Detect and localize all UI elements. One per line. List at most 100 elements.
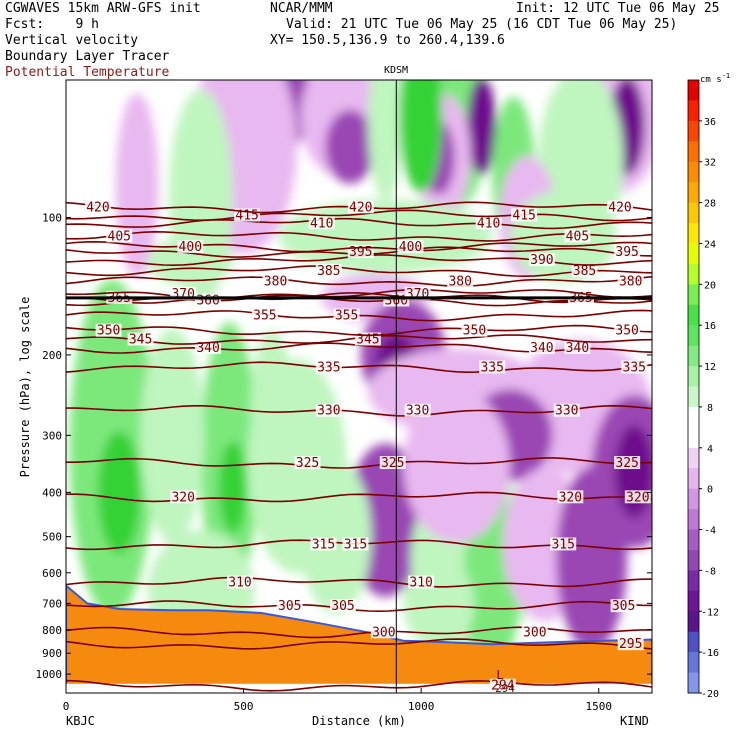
- theta-label-325-0: 325: [296, 456, 319, 471]
- colorbar-swatch-16: [688, 406, 699, 428]
- colorbar-swatch-7: [688, 223, 699, 244]
- y-tick-label-900: 900: [42, 647, 62, 660]
- theta-label-bg-385-0: [315, 264, 342, 278]
- theta-label-355-0: 355: [253, 309, 276, 324]
- theta-label-bg-335-1: [479, 360, 506, 374]
- colorbar-swatch-24: [688, 570, 699, 592]
- y-tick-label-1000: 1000: [36, 668, 63, 681]
- theta-label-bg-340-1: [528, 340, 555, 354]
- colorbar-label-11: -8: [704, 566, 716, 577]
- low-marker-value: 294: [495, 682, 515, 695]
- x-tick-label-1500: 1500: [585, 700, 612, 713]
- theta-label-335-1: 335: [480, 360, 503, 375]
- theta-label-bg-355-0: [251, 308, 278, 322]
- velocity-blob-15: [399, 80, 443, 193]
- potential-temperature-contours: 294 295 300 300 305 305 305 310 310 315 315 315 320 3…: [66, 200, 652, 693]
- theta-contour-300: [66, 626, 652, 639]
- velocity-blob-33: [218, 441, 248, 534]
- theta-label-420-2: 420: [608, 200, 631, 215]
- colorbar-swatch-11: [688, 304, 699, 326]
- theta-label-bg-340-0: [195, 340, 222, 354]
- theta-label-bg-380-2: [617, 274, 644, 288]
- colorbar: 36 32 28 24 20 16 12 8 4 0 -4 -8 -12 -16 -20: [687, 79, 719, 700]
- theta-label-315-2: 315: [551, 537, 574, 552]
- velocity-blob-42: [403, 389, 510, 543]
- velocity-blob-4: [467, 80, 496, 175]
- colorbar-label-7: 8: [707, 403, 713, 414]
- theta-label-bg-335-0: [315, 360, 342, 374]
- theta-label-bg-330-1: [404, 403, 431, 417]
- theta-contour-295: [66, 638, 652, 650]
- header-org: NCAR/MMM: [270, 1, 333, 16]
- velocity-blob-9: [367, 80, 404, 200]
- theta-contour-335: [66, 361, 652, 374]
- colorbar-swatch-8: [688, 243, 699, 265]
- theta-label-bg-410-0: [308, 216, 335, 230]
- theta-label-bg-325-2: [614, 456, 641, 470]
- theta-label-bg-325-0: [294, 456, 321, 470]
- y-tick-label-400: 400: [42, 486, 62, 499]
- colorbar-swatch-20: [688, 488, 699, 510]
- theta-label-320-2: 320: [626, 490, 649, 505]
- theta-label-295-0: 295: [619, 637, 642, 652]
- theta-label-420-0: 420: [86, 200, 109, 215]
- colorbar-label-9: 0: [707, 485, 713, 496]
- theta-label-300-1: 300: [523, 625, 546, 640]
- x-tick-label-500: 500: [234, 700, 254, 713]
- colorbar-swatch-6: [688, 202, 699, 224]
- theta-label-325-1: 325: [381, 456, 404, 471]
- theta-label-bg-295-0: [617, 637, 644, 651]
- theta-label-bg-395-1: [614, 244, 641, 258]
- plot-frame: [65, 79, 653, 694]
- theta-label-305-2: 305: [612, 599, 635, 614]
- theta-label-370-1: 370: [406, 287, 429, 302]
- theta-label-395-1: 395: [615, 245, 638, 260]
- theta-label-360-0: 360: [196, 293, 219, 308]
- theta-label-380-0: 380: [264, 274, 287, 289]
- colorbar-label-8: 4: [707, 444, 713, 455]
- theta-label-bg-345-0: [127, 332, 154, 346]
- theta-label-410-0: 410: [310, 216, 333, 231]
- y-tick-label-200: 200: [42, 349, 62, 362]
- theta-label-bg-320-0: [170, 490, 197, 504]
- theta-label-390-0: 390: [530, 253, 553, 268]
- theta-label-bg-305-0: [276, 599, 303, 613]
- colorbar-swatch-17: [688, 427, 699, 449]
- colorbar-label-5: 16: [704, 321, 716, 332]
- colorbar-swatch-22: [688, 529, 699, 551]
- station-label: KDSM: [384, 65, 408, 76]
- theta-label-400-1: 400: [399, 240, 422, 255]
- theta-label-405-1: 405: [566, 229, 589, 244]
- theta-label-345-1: 345: [356, 332, 379, 347]
- theta-label-bg-320-1: [557, 490, 584, 504]
- colorbar-label-13: -16: [701, 648, 719, 659]
- colorbar-label-2: 28: [704, 199, 716, 210]
- theta-label-bg-315-0: [310, 537, 337, 551]
- theta-label-bg-335-2: [621, 360, 648, 374]
- theta-label-355-1: 355: [335, 309, 358, 324]
- header-valid: Valid: 21 UTC Tue 06 May 25 (16 CDT Tue …: [286, 17, 678, 32]
- terrain-base-gap: [66, 683, 652, 693]
- theta-label-320-0: 320: [171, 490, 194, 505]
- theta-label-310-1: 310: [409, 575, 432, 590]
- colorbar-label-6: 12: [704, 362, 716, 373]
- theta-label-335-2: 335: [623, 360, 646, 375]
- theta-label-bg-310-0: [227, 575, 254, 589]
- theta-contour-410: [66, 217, 652, 230]
- colorbar-swatch-9: [688, 263, 699, 285]
- theta-label-bg-300-0: [370, 625, 397, 639]
- theta-label-bg-415-1: [511, 208, 538, 222]
- theta-label-bg-320-2: [624, 490, 651, 504]
- theta-label-bg-410-1: [475, 216, 502, 230]
- theta-label-bg-315-1: [342, 537, 369, 551]
- colorbar-label-14: -20: [701, 689, 719, 700]
- y-tick-label-800: 800: [42, 624, 62, 637]
- theta-label-bg-350-2: [614, 323, 641, 337]
- theta-label-340-2: 340: [566, 341, 589, 356]
- theta-label-410-1: 410: [477, 216, 500, 231]
- axes: 100 200 300 400 500 600 700 800 900 1000 0 500 1000 1…: [36, 80, 652, 713]
- velocity-blob-17: [279, 199, 493, 274]
- colorbar-swatch-27: [688, 631, 699, 653]
- theta-label-bg-305-1: [330, 599, 357, 613]
